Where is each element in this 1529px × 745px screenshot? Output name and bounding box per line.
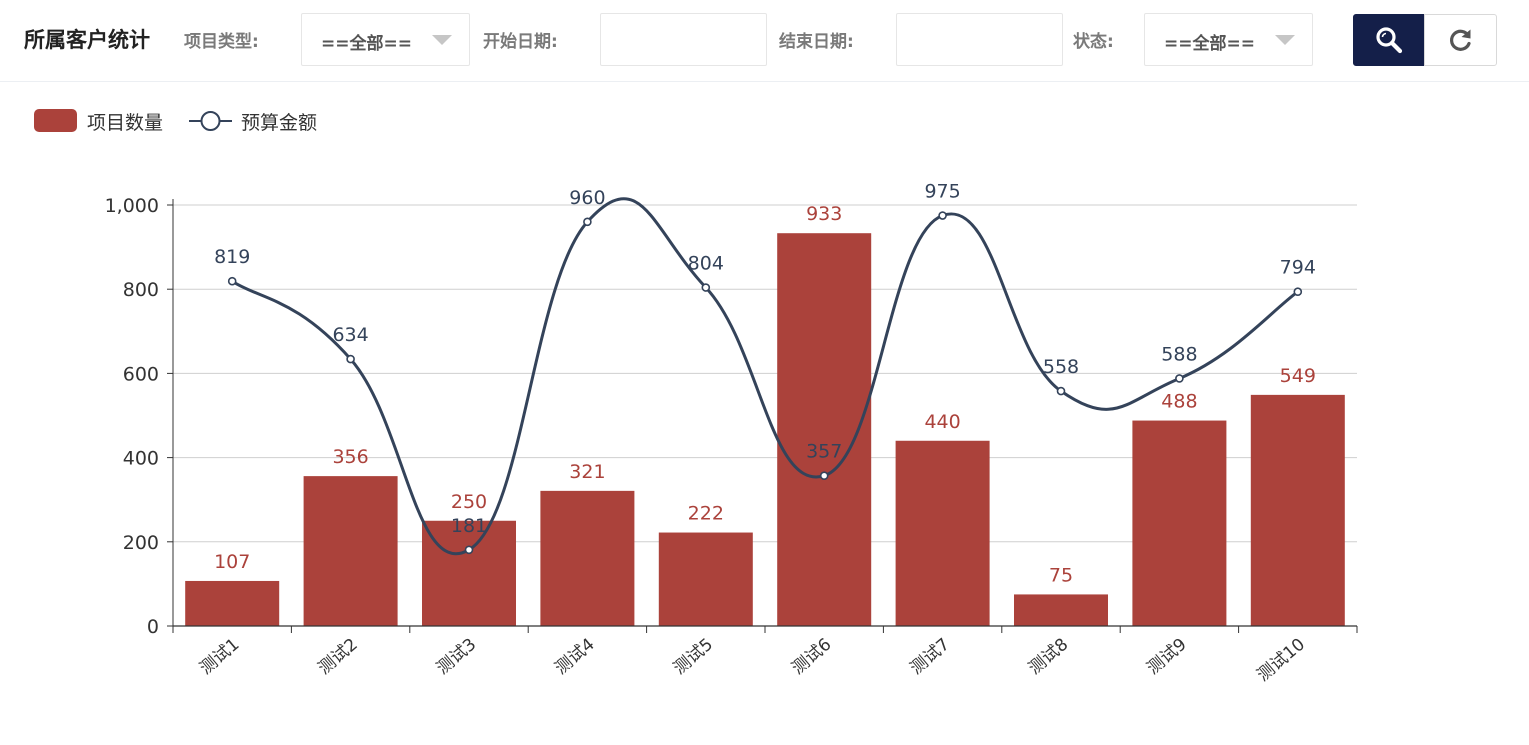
line-series-budget [231,197,1299,555]
end-date-label: 结束日期: [779,32,854,52]
legend-bar-label: 项目数量 [87,112,164,134]
x-tick-label: 测试10 [1254,635,1309,686]
bar-value-label: 356 [332,446,368,468]
x-tick-label: 测试4 [551,635,598,679]
y-tick-label: 800 [123,279,159,301]
x-tick-label: 测试2 [315,635,362,679]
start-date-label: 开始日期: [483,32,558,52]
line-point [938,211,947,220]
line-value-label: 634 [332,324,368,346]
x-tick-label: 测试3 [433,635,480,679]
x-tick-label: 测试8 [1025,635,1072,679]
bar [540,490,635,626]
bar-value-label: 933 [806,203,842,225]
y-tick-label: 1,000 [105,195,159,217]
status-select[interactable]: ==全部== [1144,13,1313,66]
bar [422,520,516,626]
bar [303,476,398,626]
line-value-label: 819 [214,246,250,268]
legend-line-swatch [189,111,232,131]
y-tick-label: 200 [123,532,159,554]
status-value: ==全部== [1164,34,1255,54]
end-date-input[interactable] [896,13,1063,66]
line-value-label: 357 [806,441,842,463]
line-point [1056,386,1066,396]
x-tick-label: 测试7 [907,635,954,679]
bar-value-label: 549 [1280,365,1316,387]
x-tick-label: 测试1 [196,635,243,679]
line-point [346,354,355,364]
project-type-value: ==全部== [321,34,412,54]
bar-value-label: 321 [569,461,605,483]
line-value-label: 588 [1161,343,1197,365]
project-type-label: 项目类型: [184,32,259,52]
bar-value-label: 250 [451,491,487,513]
bar-value-label: 222 [688,503,724,525]
bar-value-label: 107 [214,551,250,573]
chevron-down-icon [1275,35,1295,45]
chevron-down-icon [432,35,452,45]
project-type-select[interactable]: ==全部== [301,13,470,66]
combo-chart: 0 200 400 600 800 1,000 测试1 测试2 测试3 测试4 测试5 测试6 测试7 测… [105,181,1358,686]
refresh-icon [1449,29,1471,51]
line-point [819,471,829,481]
y-tick-label: 600 [123,363,159,385]
bar [777,233,872,626]
filter-toolbar: 所属客户统计 项目类型: ==全部== 开始日期: 结束日期: 状态: ==全部… [0,0,1529,82]
bar [1250,394,1345,626]
line-value-label: 558 [1043,356,1079,378]
bar-value-label: 75 [1049,564,1073,586]
legend-line-label: 预算金额 [241,112,318,134]
y-tick-label: 400 [123,448,159,470]
line-value-label: 975 [924,181,960,203]
line-point [464,545,474,555]
page-title: 所属客户统计 [24,28,150,52]
line-value-label: 804 [688,253,724,275]
x-tick-label: 测试9 [1143,635,1190,679]
search-button[interactable] [1353,14,1425,66]
line-value-label: 181 [451,515,487,537]
bar [1132,420,1227,626]
line-value-label: 960 [569,187,605,209]
x-tick-label: 测试6 [788,635,835,679]
bar-value-label: 440 [924,411,960,433]
line-point [701,283,711,292]
bar [658,532,753,626]
refresh-button[interactable] [1424,14,1497,66]
y-tick-label: 0 [147,616,159,638]
bar [185,580,280,626]
line-point [1293,287,1303,297]
start-date-input[interactable] [600,13,767,66]
bar [1014,594,1108,626]
status-label: 状态: [1073,32,1114,52]
legend-bar-swatch [34,109,77,132]
bar-value-label: 488 [1161,391,1197,413]
line-point [583,217,592,227]
search-icon [1376,27,1403,54]
x-tick-label: 测试5 [670,635,717,679]
line-value-label: 794 [1280,257,1316,279]
line-point [227,276,237,286]
bar [895,440,990,626]
line-point [1175,374,1184,383]
